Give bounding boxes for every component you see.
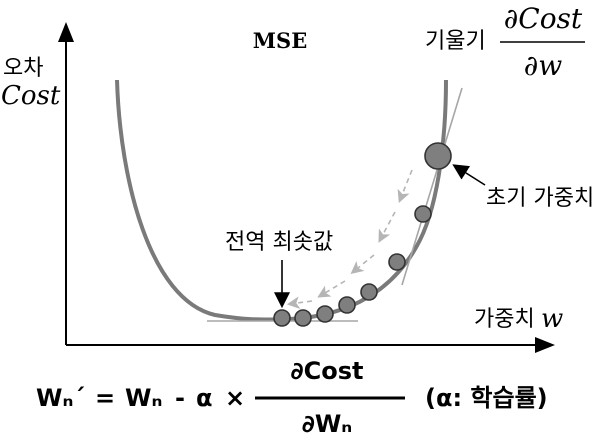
initial-weight-label: 초기 가중치 [486, 186, 594, 211]
formula-fraction-numerator: ∂Cost [291, 357, 364, 385]
formula-times: × [225, 384, 245, 412]
point-initial [424, 142, 452, 170]
point-step-3 [360, 283, 378, 301]
slope-denominator: ∂w [524, 49, 562, 82]
point-minimum [273, 309, 291, 327]
y-axis-label-ko: 오차 [3, 56, 43, 81]
y-axis-label-en: Cost [1, 81, 61, 111]
formula-alpha: α [196, 384, 213, 412]
formula-fraction-denominator: ∂Wₙ [302, 410, 352, 438]
formula-wn: Wₙ [125, 384, 162, 412]
formula-minus: - [175, 384, 185, 412]
update-formula: Wₙ´ = Wₙ - α × ∂Cost ∂Wₙ (α: 학습률) [36, 357, 548, 438]
slope-numerator: ∂Cost [504, 2, 583, 35]
x-axis-label-ko: 가중치 [474, 307, 535, 332]
chart-title: MSE [253, 28, 307, 53]
point-step-6 [294, 309, 312, 327]
point-step-1 [414, 205, 432, 223]
tangent-line-initial [401, 87, 463, 286]
point-step-2 [388, 253, 406, 271]
point-step-5 [316, 305, 334, 323]
point-step-4 [338, 296, 356, 314]
x-axis-label-en: w [541, 304, 563, 334]
slope-label: 기울기 [425, 29, 486, 54]
descent-points [273, 142, 452, 327]
descent-arrows [286, 169, 413, 310]
formula-note: (α: 학습률) [425, 384, 548, 412]
global-minimum-label: 전역 최솟값 [225, 230, 333, 255]
formula-equals: = [95, 384, 115, 412]
formula-lhs: Wₙ´ [36, 384, 85, 412]
initial-weight-arrow [452, 164, 486, 186]
